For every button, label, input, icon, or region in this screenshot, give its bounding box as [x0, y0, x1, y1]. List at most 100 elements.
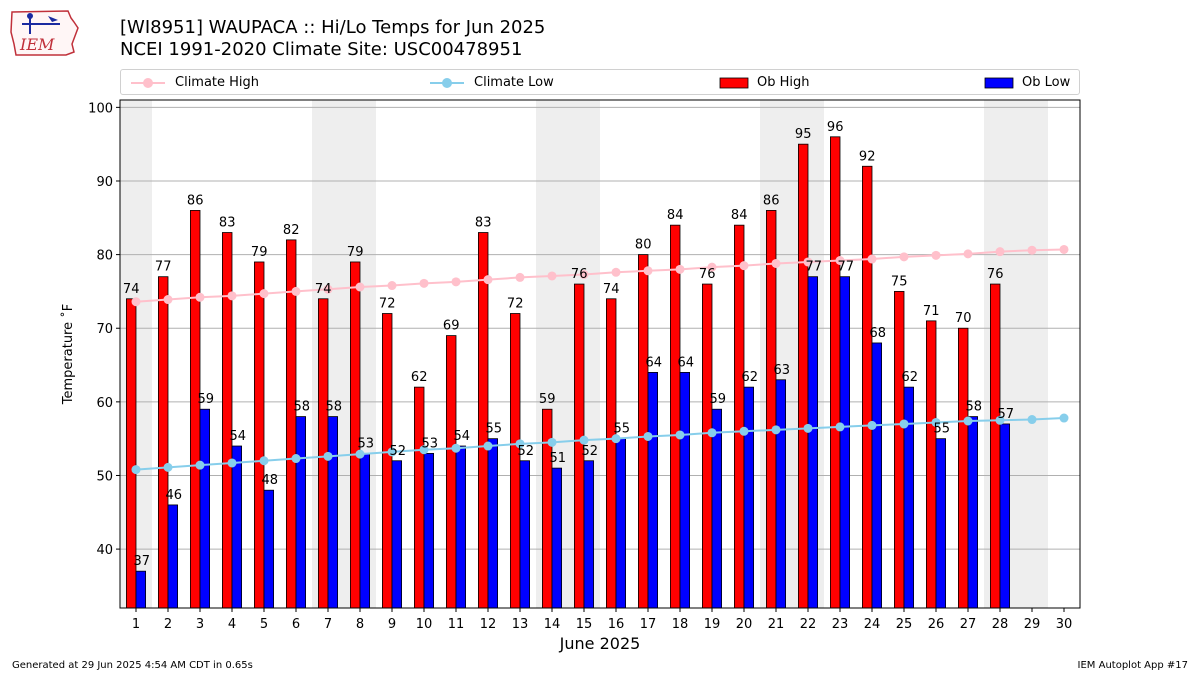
- ob-low-bar: [967, 416, 979, 609]
- climate-low-point: [931, 417, 941, 427]
- ob-low-bar: [359, 452, 371, 609]
- climate-low-point: [259, 456, 269, 466]
- y-tick-label: 70: [96, 322, 113, 337]
- climate-low-point: [579, 435, 589, 445]
- x-tick-label: 6: [292, 617, 300, 632]
- x-tick-label: 20: [736, 617, 753, 632]
- x-tick-label: 28: [992, 617, 1009, 632]
- ob-high-bar: [990, 283, 1001, 609]
- climate-high-point: [995, 247, 1005, 257]
- climate-high-point: [867, 254, 877, 264]
- y-tick-label: 50: [96, 469, 113, 484]
- ob-low-bar: [295, 416, 307, 609]
- ob-low-value-label: 52: [582, 444, 599, 459]
- ob-low-value-label: 54: [454, 429, 471, 444]
- weekend-shade: [1016, 100, 1048, 608]
- climate-low-point: [867, 420, 877, 430]
- ob-high-value-label: 76: [987, 267, 1004, 282]
- ob-high-bar: [349, 261, 361, 609]
- climate-low-point: [291, 454, 301, 464]
- x-tick-label: 25: [896, 617, 913, 632]
- ob-high-value-label: 84: [667, 208, 684, 223]
- ob-low-bar: [391, 460, 403, 609]
- x-tick-label: 10: [416, 617, 433, 632]
- climate-high-point: [355, 282, 365, 292]
- ob-low-value-label: 58: [294, 400, 311, 415]
- climate-low-point: [643, 431, 653, 441]
- climate-low-point: [227, 458, 237, 468]
- x-tick-label: 14: [544, 617, 561, 632]
- ob-high-value-label: 70: [955, 311, 972, 326]
- ob-low-value-label: 59: [198, 392, 215, 407]
- x-tick-label: 8: [356, 617, 364, 632]
- climate-high-point: [163, 295, 173, 305]
- climate-low-point: [515, 439, 525, 449]
- chart-title-line2: NCEI 1991-2020 Climate Site: USC00478951: [120, 39, 523, 60]
- climate-high-point: [387, 281, 397, 291]
- ob-high-value-label: 79: [347, 245, 364, 260]
- x-tick-label: 27: [960, 617, 977, 632]
- ob-high-value-label: 95: [795, 127, 812, 142]
- ob-low-value-label: 54: [230, 429, 247, 444]
- ob-high-value-label: 86: [763, 193, 780, 208]
- ob-low-bar: [519, 460, 531, 609]
- legend-line-marker-icon: [430, 78, 464, 88]
- ob-low-value-label: 57: [998, 407, 1015, 422]
- ob-low-value-label: 53: [422, 436, 439, 451]
- ob-low-bar: [935, 438, 947, 609]
- ob-low-bar: [743, 386, 755, 609]
- ob-high-bar: [157, 276, 169, 609]
- climate-low-point: [899, 419, 909, 429]
- ob-high-value-label: 83: [219, 216, 236, 231]
- climate-high-point: [291, 286, 301, 296]
- climate-low-line: [135, 417, 1065, 471]
- climate-low-point: [803, 423, 813, 433]
- logo-text: IEM: [19, 35, 55, 54]
- ob-low-bar: [487, 438, 499, 609]
- x-tick-label: 9: [388, 617, 396, 632]
- ob-high-bar: [734, 224, 745, 609]
- ob-high-value-label: 82: [283, 223, 300, 238]
- ob-low-bar: [615, 438, 627, 609]
- x-tick-label: 11: [448, 617, 465, 632]
- ob-high-bar: [509, 313, 521, 609]
- y-tick-label: 90: [96, 175, 113, 190]
- ob-low-value-label: 62: [742, 370, 759, 385]
- x-tick-label: 26: [928, 617, 945, 632]
- ob-low-value-label: 63: [774, 363, 791, 378]
- ob-low-bar: [327, 416, 339, 609]
- x-tick-label: 7: [324, 617, 332, 632]
- ob-low-value-label: 48: [262, 473, 279, 488]
- ob-low-value-label: 58: [966, 400, 983, 415]
- ob-high-value-label: 92: [859, 149, 876, 164]
- ob-high-value-label: 76: [699, 267, 716, 282]
- iowa-map-logo-icon: IEM: [10, 10, 79, 56]
- ob-low-bar: [135, 570, 147, 609]
- climate-high-point: [323, 284, 333, 294]
- climate-low-point: [611, 434, 621, 444]
- ob-high-value-label: 77: [155, 260, 172, 275]
- x-tick-label: 29: [1024, 617, 1041, 632]
- climate-low-point: [451, 443, 461, 453]
- ob-low-value-label: 52: [518, 444, 535, 459]
- ob-low-value-label: 59: [710, 392, 727, 407]
- y-tick-label: 40: [96, 543, 113, 558]
- ob-low-value-label: 55: [614, 422, 631, 437]
- chart-title-line1: [WI8951] WAUPACA :: Hi/Lo Temps for Jun …: [120, 17, 546, 38]
- ob-high-value-label: 74: [603, 282, 620, 297]
- ob-high-bar: [445, 335, 457, 609]
- climate-high-point: [1027, 245, 1037, 255]
- ob-high-bar: [670, 224, 681, 609]
- climate-high-point: [195, 292, 205, 302]
- ob-high-bar: [926, 320, 937, 609]
- ob-high-bar: [606, 298, 617, 609]
- ob-high-bar: [189, 210, 201, 609]
- ob-high-value-label: 72: [379, 297, 396, 312]
- ob-high-value-label: 69: [443, 319, 460, 334]
- y-tick-label: 80: [96, 249, 113, 264]
- ob-low-value-label: 55: [934, 422, 951, 437]
- climate-low-point: [483, 441, 493, 451]
- x-tick-label: 17: [640, 617, 657, 632]
- climate-low-point: [963, 416, 973, 426]
